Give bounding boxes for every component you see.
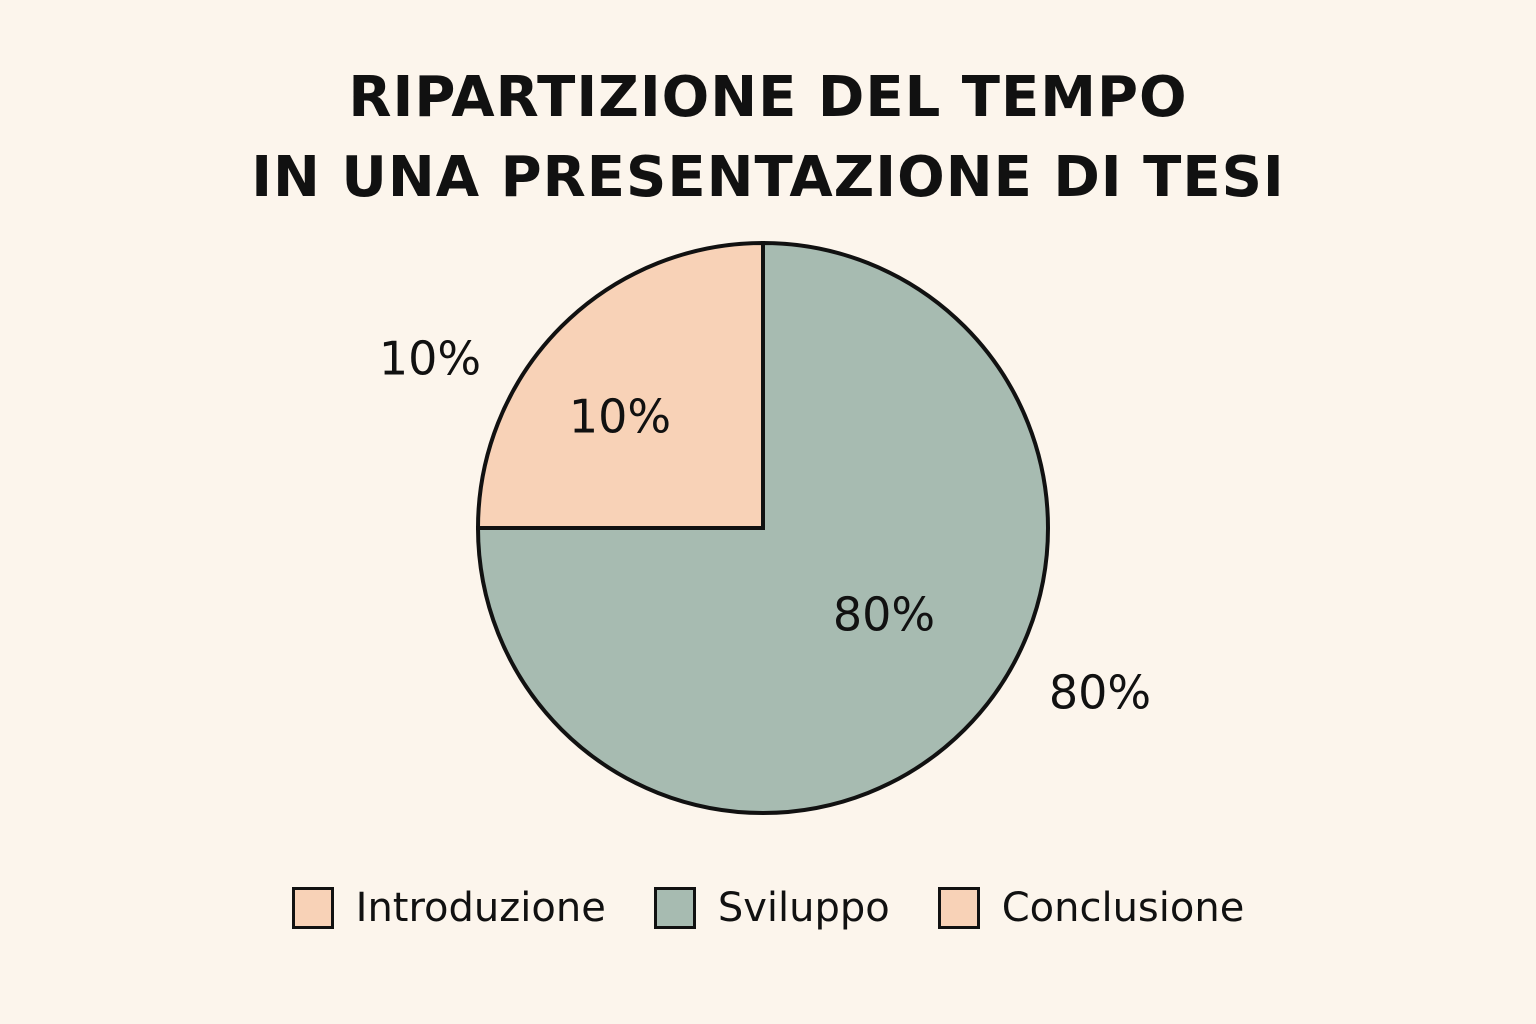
chart-title-line-2: IN UNA PRESENTAZIONE DI TESI [251,145,1285,210]
data-label-0: 10% [379,332,481,386]
legend-swatch-introduzione [291,887,334,929]
legend-item-sviluppo: Sviluppo [653,880,890,936]
chart-title: RIPARTIZIONE DEL TEMPO IN UNA PRESENTAZI… [0,58,1536,218]
legend-item-introduzione: Introduzione [291,880,606,936]
legend-swatch-sviluppo [653,887,696,929]
legend-item-conclusione: Conclusione [937,880,1245,936]
data-label-3: 80% [1049,666,1151,720]
legend-label-sviluppo: Sviluppo [717,885,890,931]
chart-title-line-1: RIPARTIZIONE DEL TEMPO [348,65,1188,130]
legend: Introduzione Sviluppo Conclusione [0,880,1536,936]
legend-swatch-conclusione [937,887,980,929]
legend-label-introduzione: Introduzione [355,885,606,931]
pie-slice-1 [475,240,765,530]
legend-label-conclusione: Conclusione [1001,885,1245,931]
data-label-1: 10% [569,390,671,444]
data-label-2: 80% [833,588,935,642]
